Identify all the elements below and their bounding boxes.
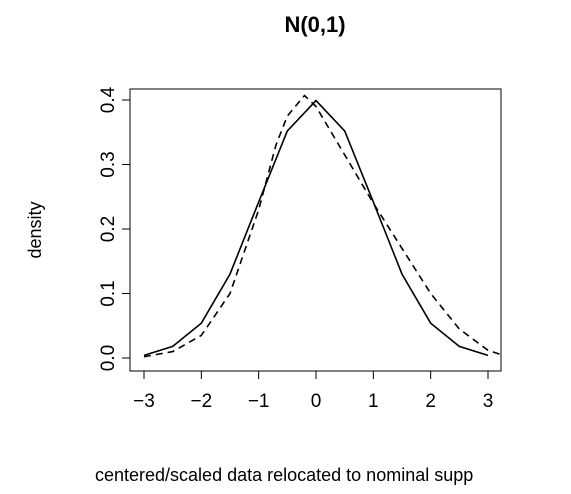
x-tick-label: 2 [425,391,436,412]
x-tick-label: 0 [311,391,322,412]
series-layer [143,94,500,358]
x-axis-ticks: −3 −2 −1 0 1 2 3 [133,371,493,412]
x-tick-label: −1 [248,391,270,412]
x-tick-label: 1 [368,391,379,412]
x-tick-label: −2 [190,391,212,412]
x-tick-label: 3 [483,391,494,412]
y-tick-label: 0.3 [98,151,119,177]
x-axis-label: centered/scaled data relocated to nomina… [95,465,473,485]
plot-area [129,88,502,372]
y-tick-label: 0.0 [98,345,119,371]
y-tick-label: 0.1 [98,280,119,306]
x-tick-label: −3 [133,391,155,412]
y-axis-label: density [25,201,45,258]
y-axis-ticks: 0.0 0.1 0.2 0.3 0.4 [98,86,130,371]
y-tick-label: 0.2 [98,216,119,242]
y-tick-label: 0.4 [98,86,119,113]
solid-density-line [143,99,489,357]
chart-title: N(0,1) [284,12,345,37]
dashed-density-line [143,94,500,358]
